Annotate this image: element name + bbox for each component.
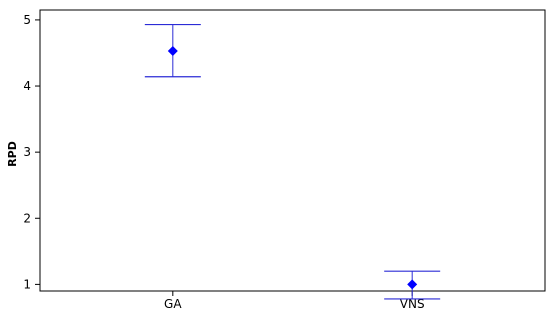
- y-axis: 1 2 3 4 5: [23, 13, 40, 291]
- x-tick-label: VNS: [400, 297, 425, 311]
- x-axis: GA VNS: [164, 291, 425, 311]
- y-tick-label: 3: [23, 145, 31, 159]
- x-tick-label: GA: [164, 297, 182, 311]
- mean-marker: [407, 279, 418, 290]
- interval-marks: [144, 23, 441, 300]
- y-tick-label: 4: [23, 79, 31, 93]
- mean-marker: [167, 45, 178, 56]
- y-tick-label: 5: [23, 13, 31, 27]
- y-tick-label: 2: [23, 211, 31, 225]
- y-axis-title: RPD: [6, 141, 19, 167]
- plot-frame: [39, 9, 546, 292]
- y-tick-label: 1: [23, 277, 31, 291]
